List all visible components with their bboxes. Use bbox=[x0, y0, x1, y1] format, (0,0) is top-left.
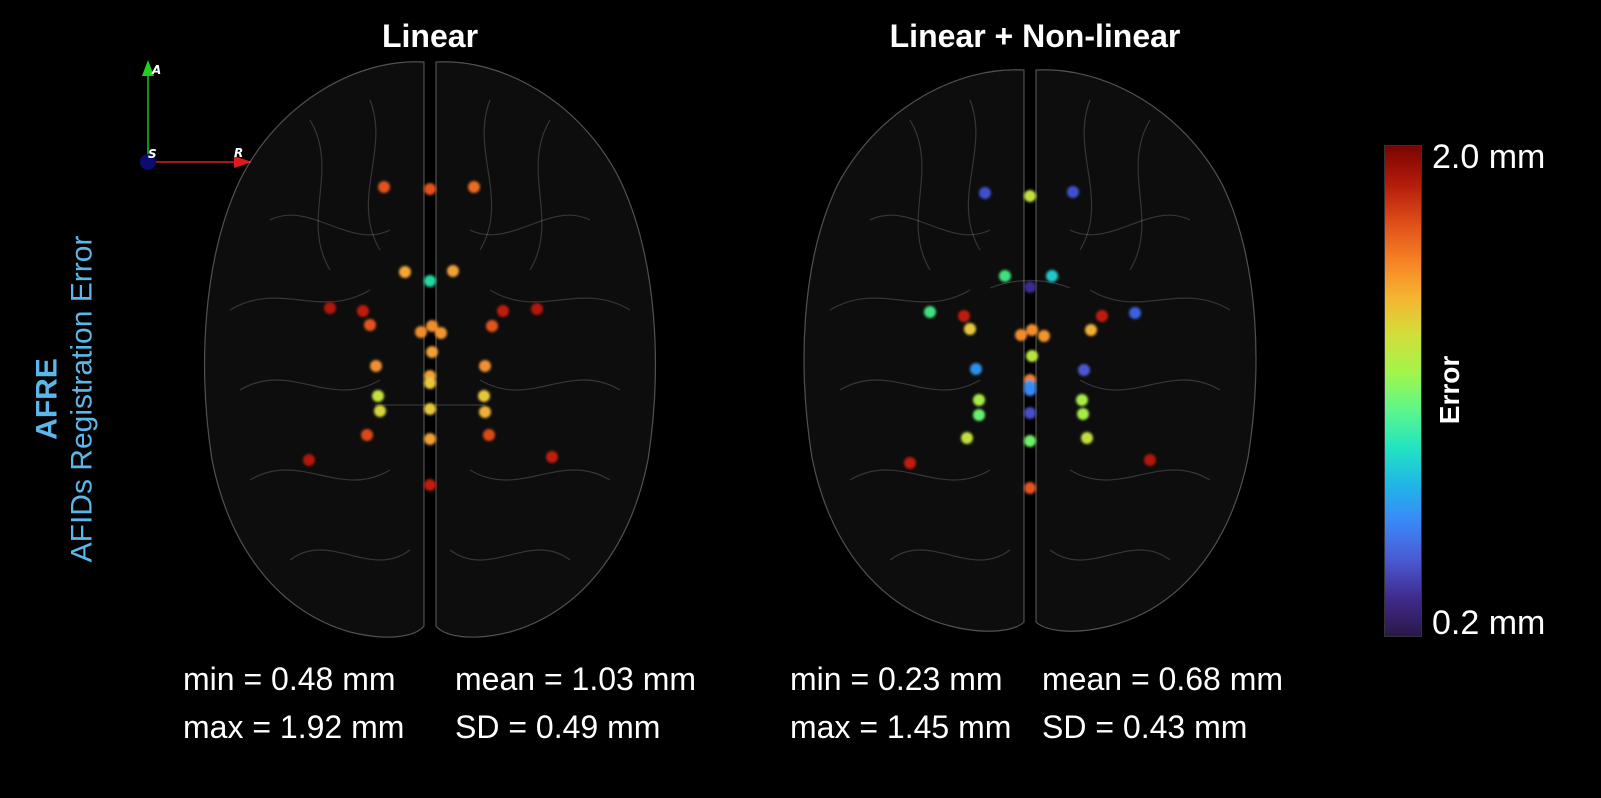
panel-title-nonlinear: Linear + Non-linear bbox=[889, 18, 1181, 54]
axis-right-label: R bbox=[234, 146, 243, 160]
stat-mean-linear: mean = 1.03 mm bbox=[455, 661, 696, 697]
colorbar-max-label: 2.0 mm bbox=[1432, 138, 1546, 176]
brain-nonlinear bbox=[803, 69, 1257, 632]
brain-linear bbox=[203, 61, 657, 638]
axis-anterior-label: A bbox=[151, 63, 161, 77]
stat-max-linear: max = 1.92 mm bbox=[183, 709, 405, 745]
colorbar-label: Error bbox=[1434, 355, 1465, 425]
axis-superior-label: S bbox=[148, 147, 157, 161]
stat-mean-nonlinear: mean = 0.68 mm bbox=[1042, 661, 1283, 697]
stat-max-nonlinear: max = 1.45 mm bbox=[790, 709, 1012, 745]
panel-title-linear: Linear bbox=[381, 18, 479, 54]
stat-min-nonlinear: min = 0.23 mm bbox=[790, 661, 1003, 697]
colorbar-min-label: 0.2 mm bbox=[1432, 604, 1546, 642]
error-colorbar bbox=[1384, 145, 1422, 637]
stat-sd-linear: SD = 0.49 mm bbox=[455, 709, 661, 745]
colorbar-label-wrap: Error bbox=[1425, 356, 1475, 424]
stat-sd-nonlinear: SD = 0.43 mm bbox=[1042, 709, 1248, 745]
stat-min-linear: min = 0.48 mm bbox=[183, 661, 396, 697]
orientation-axes: A S R bbox=[140, 60, 252, 170]
